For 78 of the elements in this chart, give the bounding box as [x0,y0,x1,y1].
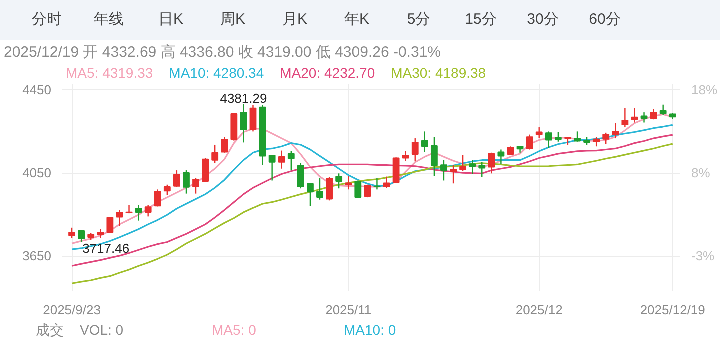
candlestick [660,104,667,116]
y-tick-label: 4450 [22,82,52,98]
candlestick [430,136,438,177]
candlestick [412,138,419,162]
text: MA20: 4232.70 [280,65,376,81]
line-series [71,143,674,284]
text: VOL: 0 [80,321,125,340]
candlestick [450,164,457,184]
candlestick [469,160,476,175]
candlestick [126,204,133,214]
x-tick-label: 2025/11 [326,302,372,318]
candlestick [440,160,448,182]
y2-tick-label: 18% [692,82,718,98]
candlestick [364,184,372,198]
candlestick [268,154,276,182]
candlestick [326,176,333,202]
candlestick [144,204,152,218]
candlestick [612,122,620,140]
candlestick [192,178,200,194]
y2-tick-label: 8% [692,166,711,181]
candlestick [297,162,304,190]
candlestick [106,216,114,234]
candlestick [212,144,219,164]
y2-tick-label: -3% [692,248,716,264]
candlestick [288,150,295,172]
candlestick [460,154,467,172]
candlestick [278,150,286,170]
candlestick [240,104,248,144]
candlestick [221,136,228,154]
candlestick [526,134,534,150]
candlestick [336,173,343,190]
candlestick [164,184,171,196]
y-tick-label: 4050 [22,166,52,181]
candlestick [374,178,381,190]
candlestick [354,180,362,199]
candlestick [488,152,496,174]
candlestick [202,158,210,183]
text: 成交 [36,321,65,340]
candlestick [154,189,162,208]
candlestick [68,227,76,239]
text: MA30: 4189.38 [391,65,486,81]
candlestick [602,132,610,145]
candlestick [78,230,86,243]
candlestick [250,104,257,132]
candlestick [536,126,543,140]
y-tick-label: 3650 [22,248,52,264]
annotation: 3717.46 [82,241,130,256]
text: MA5: 0 [212,321,258,340]
candlestick [116,210,124,227]
candlestick [478,162,486,178]
candlestick [402,150,410,162]
candlestick [650,108,658,120]
text: MA10: 0 [344,321,398,340]
chart-title: 2025/12/19 开 4332.69 高 4336.80 收 4319.00 低 4309.26 -0.31% [4,43,441,63]
candlestick [498,149,505,165]
candlestick [383,176,390,189]
annotation: 4381.29 [220,91,268,106]
candlestick [574,131,581,142]
candlestick [307,182,314,207]
line-series [71,134,674,267]
candlestick [622,108,629,128]
x-tick-label: 2025/9/23 [43,302,101,318]
candlestick [183,170,190,194]
candlestick [554,132,562,142]
candlestick [421,131,428,153]
candlestick [631,108,638,124]
candlestick [316,178,324,200]
text: MA5: 4319.33 [66,65,154,81]
candlestick [173,170,180,188]
candlestick [545,131,552,149]
text: MA10: 4280.34 [169,65,264,81]
x-tick-label: 2025/12 [516,302,563,318]
candlestick [135,204,142,222]
text: 分时 年线 日K 周K 月K 年K 5分 15分 30分 60分 [32,11,621,28]
candlestick [593,136,600,148]
candlestick [640,112,648,124]
candlestick [345,176,352,190]
x-tick-label: 2025/12/19 [640,302,706,318]
